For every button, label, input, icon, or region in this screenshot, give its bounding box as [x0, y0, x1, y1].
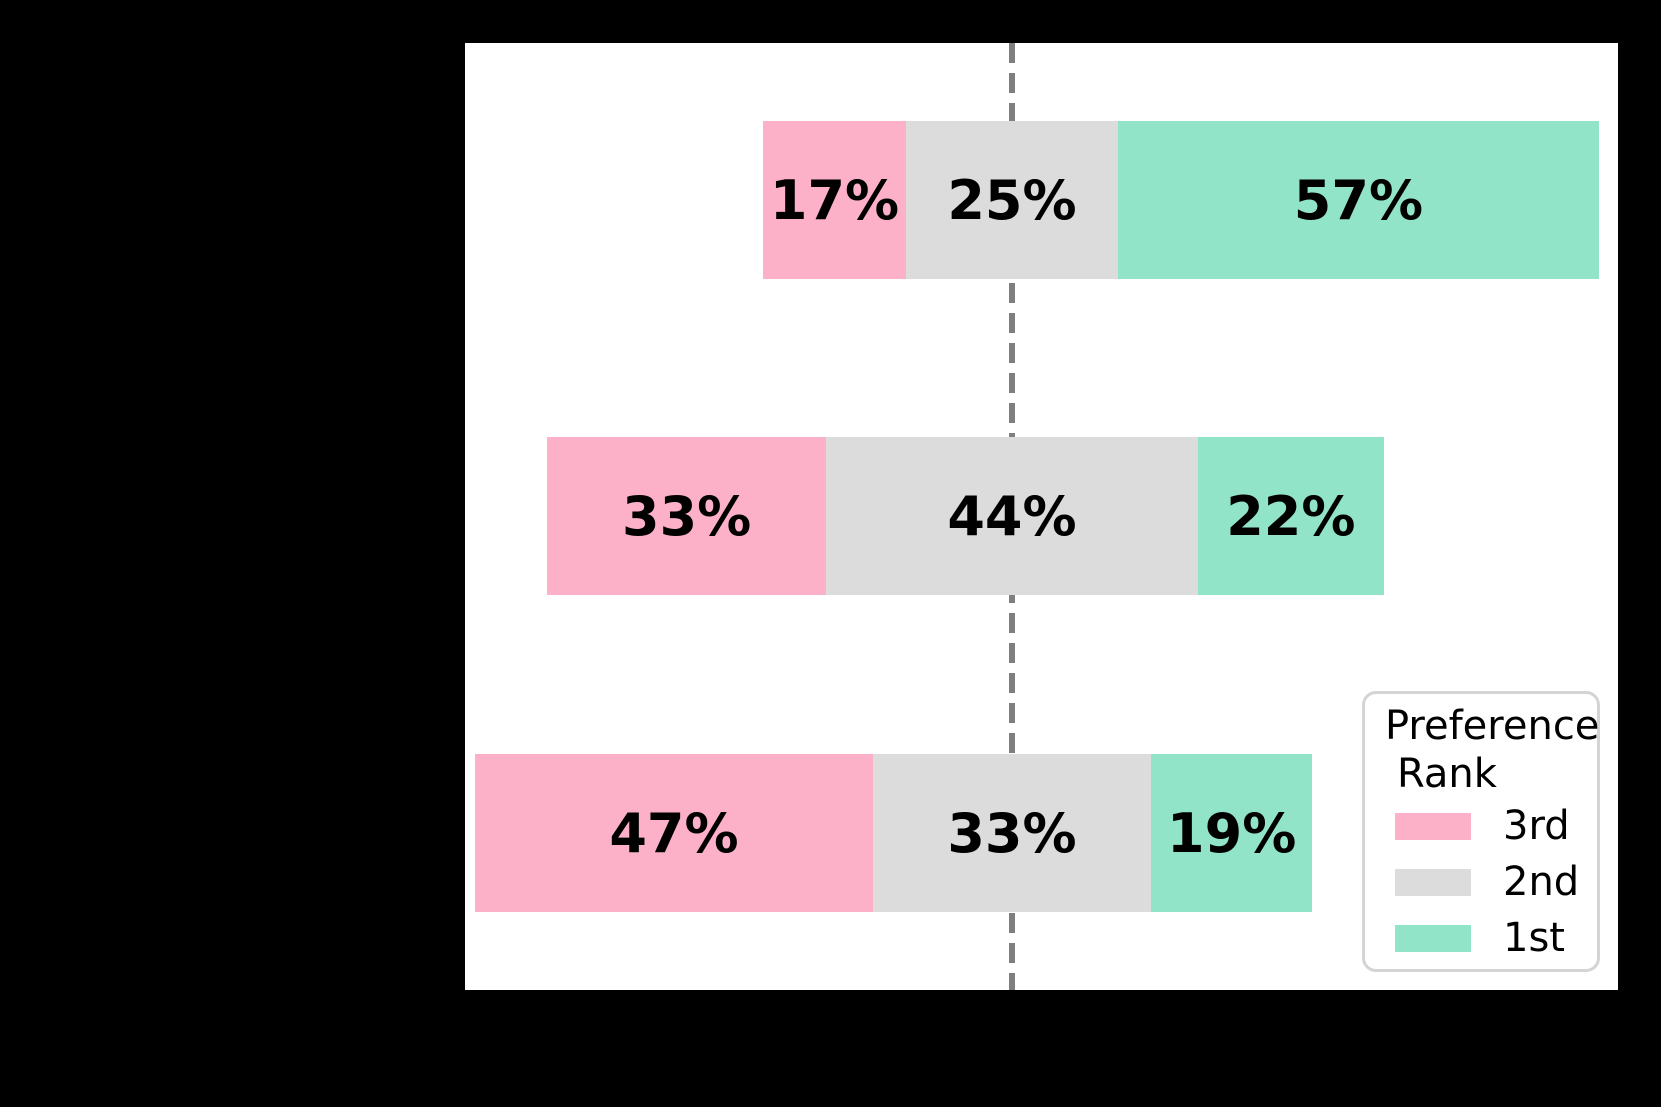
- segment-label: 57%: [1293, 168, 1424, 232]
- bar-segment-rank-2nd: 44%: [826, 437, 1198, 595]
- legend-entry-3rd: 3rd: [1395, 803, 1597, 849]
- legend-entry-label-3rd: 3rd: [1503, 803, 1570, 849]
- segment-label: 33%: [622, 484, 752, 548]
- legend-swatch-3rd: [1395, 813, 1471, 840]
- segment-label: 19%: [1167, 801, 1297, 865]
- legend-entry-label-1st: 1st: [1503, 915, 1565, 961]
- bar-segment-rank-3rd: 33%: [547, 437, 827, 595]
- bar-segment-rank-1st: 57%: [1117, 121, 1600, 279]
- legend-title-line1: Preference: [1385, 703, 1600, 749]
- legend-entries: 3rd 2nd 1st: [1395, 803, 1597, 961]
- bar-segment-rank-1st: 22%: [1197, 437, 1384, 595]
- legend-entry-2nd: 2nd: [1395, 859, 1597, 905]
- legend-title-line2: Rank: [1397, 751, 1497, 797]
- legend-entry-1st: 1st: [1395, 915, 1597, 961]
- segment-label: 17%: [769, 168, 900, 232]
- bar-segment-rank-3rd: 17%: [762, 121, 907, 279]
- legend-title: Preference Rank: [1385, 702, 1600, 798]
- bar-segment-rank-1st: 19%: [1151, 754, 1312, 912]
- legend-swatch-1st: [1395, 925, 1471, 952]
- legend-swatch-2nd: [1395, 869, 1471, 896]
- bar-row-2: 33% 44% 22%: [547, 437, 1384, 595]
- segment-label: 33%: [947, 801, 1077, 865]
- bar-row-3: 47% 33% 19%: [475, 754, 1312, 912]
- bar-segment-rank-3rd: 47%: [475, 754, 873, 912]
- segment-label: 25%: [947, 168, 1077, 232]
- bar-segment-rank-2nd: 25%: [906, 121, 1118, 279]
- legend: Preference Rank 3rd 2nd 1st: [1362, 691, 1600, 972]
- plot-area: 17% 25% 57% 33% 44% 22% 47% 33% 19% Preference R…: [465, 43, 1618, 990]
- segment-label: 47%: [609, 801, 739, 865]
- segment-label: 22%: [1226, 484, 1356, 548]
- legend-entry-label-2nd: 2nd: [1503, 859, 1580, 905]
- segment-label: 44%: [947, 484, 1077, 548]
- bar-segment-rank-2nd: 33%: [872, 754, 1152, 912]
- bar-row-1: 17% 25% 57%: [762, 121, 1600, 279]
